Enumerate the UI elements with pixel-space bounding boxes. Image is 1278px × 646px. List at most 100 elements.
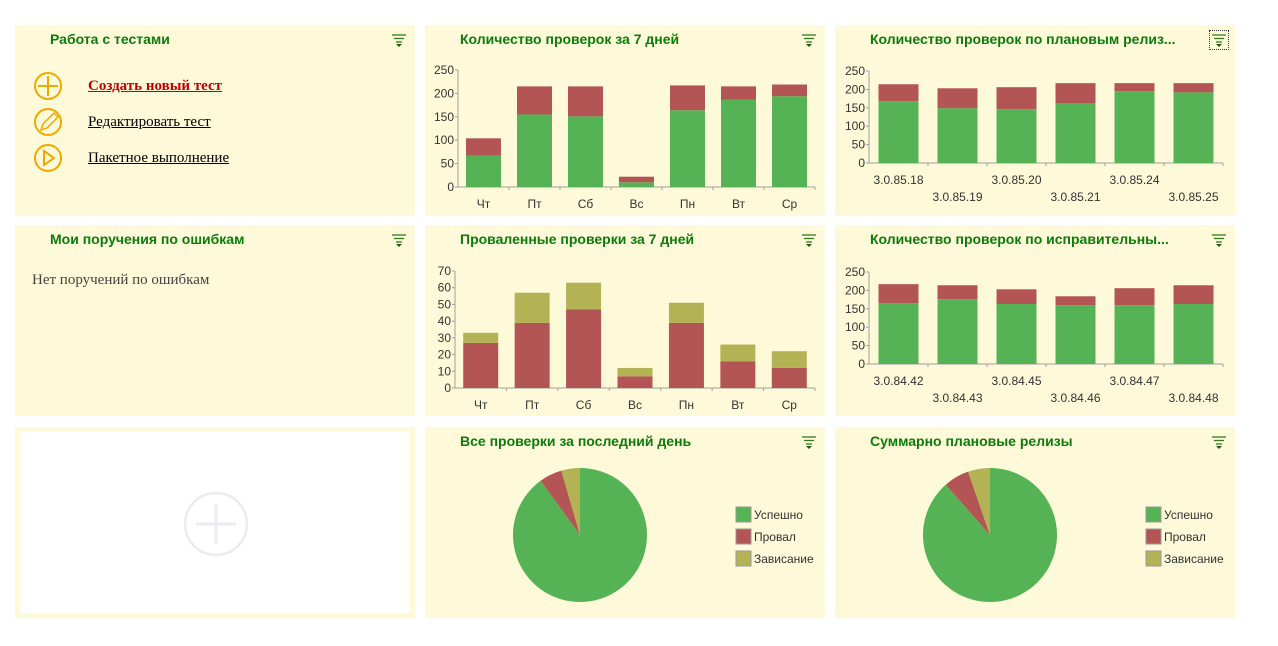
- y-tick-label: 0: [858, 357, 865, 371]
- plus-circle-icon[interactable]: [33, 71, 63, 101]
- y-tick-label: 200: [845, 283, 865, 297]
- add-widget-area[interactable]: [20, 432, 410, 613]
- bar-segment: [619, 176, 654, 183]
- panel-menu-icon[interactable]: [801, 434, 817, 450]
- x-tick-label: Пт: [525, 398, 540, 412]
- legend-swatch: [1145, 528, 1162, 545]
- x-tick-label: 3.0.85.21: [1050, 190, 1100, 204]
- panel-title: Мои поручения по ошибкам: [50, 231, 245, 247]
- bar-segment: [772, 96, 807, 187]
- bar-segment: [771, 367, 807, 388]
- bar-segment: [617, 376, 653, 388]
- edit-test-link[interactable]: Редактировать тест: [88, 114, 211, 130]
- pie-slice: [968, 468, 990, 535]
- legend-swatch: [735, 506, 752, 523]
- legend-swatch: [1145, 550, 1162, 567]
- bar-segment: [1114, 91, 1155, 163]
- x-tick-label: Пн: [680, 197, 695, 211]
- bar-segment: [617, 367, 653, 377]
- bar-segment: [517, 86, 552, 115]
- x-tick-label: Вс: [629, 197, 643, 211]
- bar-segment: [937, 108, 978, 163]
- bar-segment: [517, 114, 552, 187]
- panel-menu-icon[interactable]: [1211, 232, 1227, 248]
- play-circle-icon[interactable]: [33, 143, 63, 173]
- pie-chart-panel: Все проверки за последний день Успешно Про…: [425, 427, 825, 618]
- bugs-panel: Мои поручения по ошибкам Нет поручений п…: [15, 225, 415, 416]
- y-tick-label: 250: [434, 63, 454, 77]
- batch-run-link[interactable]: Пакетное выполнение: [88, 150, 230, 166]
- add-widget-icon[interactable]: [183, 491, 249, 557]
- y-tick-label: 50: [852, 138, 866, 152]
- bar-segment: [619, 182, 654, 187]
- x-tick-label: Ср: [782, 398, 798, 412]
- y-tick-label: 0: [858, 156, 865, 170]
- filter-menu-icon: [392, 34, 406, 47]
- bar-segment: [1173, 304, 1214, 364]
- panel-menu-icon[interactable]: [801, 32, 817, 48]
- chart-svg: Успешно Провал Зависание: [513, 468, 814, 602]
- bar-segment: [996, 87, 1037, 110]
- x-tick-label: Чт: [477, 197, 491, 211]
- legend-swatch: [1145, 506, 1162, 523]
- bar-segment: [720, 344, 756, 362]
- x-tick-label: 3.0.85.18: [873, 173, 923, 187]
- y-tick-label: 150: [845, 302, 865, 316]
- chart-svg: 0 10 20 30 40 50 60 70 Чт Пт Сб Вс Пн Вт Ср: [438, 264, 816, 412]
- bar-segment: [668, 302, 704, 323]
- bar-segment: [721, 86, 756, 100]
- pencil-circle-icon[interactable]: [33, 107, 63, 137]
- legend-swatch: [735, 528, 752, 545]
- create-test-link[interactable]: Создать новый тест: [88, 78, 223, 94]
- bar-segment: [996, 109, 1037, 163]
- x-tick-label: Вт: [732, 197, 746, 211]
- chart-svg: Успешно Провал Зависание: [923, 468, 1224, 602]
- y-tick-label: 100: [434, 133, 454, 147]
- add-widget-panel[interactable]: [15, 427, 415, 618]
- empty-message: Нет поручений по ошибкам: [32, 272, 210, 288]
- legend-label: Успешно: [754, 508, 803, 522]
- bar-segment: [996, 289, 1037, 305]
- legend-label: Провал: [754, 530, 796, 544]
- chart-title: Количество проверок по исправительны...: [870, 231, 1169, 247]
- bar-segment: [466, 138, 501, 156]
- pie-slice: [945, 471, 990, 535]
- y-tick-label: 250: [845, 265, 865, 279]
- x-tick-label: Вт: [731, 398, 745, 412]
- bar-segment: [1055, 296, 1096, 306]
- bar-segment: [566, 309, 602, 388]
- panel-menu-icon[interactable]: [1211, 434, 1227, 450]
- chart-title: Количество проверок за 7 дней: [460, 31, 680, 47]
- filter-menu-icon: [802, 234, 816, 247]
- bar-segment: [568, 86, 603, 117]
- bar-segment: [772, 84, 807, 97]
- x-tick-label: Пт: [527, 197, 542, 211]
- bar-chart-panel: Количество проверок по плановым релиз...…: [835, 25, 1235, 216]
- x-tick-label: 3.0.84.45: [991, 374, 1041, 388]
- y-tick-label: 40: [438, 314, 452, 328]
- legend-label: Провал: [1164, 530, 1206, 544]
- panel-menu-icon[interactable]: [391, 32, 407, 48]
- panel-menu-icon[interactable]: [1209, 30, 1229, 50]
- x-tick-label: 3.0.85.25: [1168, 190, 1218, 204]
- legend-swatch: [735, 550, 752, 567]
- bar-segment: [1055, 103, 1096, 163]
- bar-chart-panel: Проваленные проверки за 7 дней 0 10 20 30 40 5…: [425, 225, 825, 416]
- x-tick-label: Пн: [679, 398, 694, 412]
- x-tick-label: 3.0.84.48: [1168, 391, 1218, 405]
- bar-segment: [937, 285, 978, 300]
- y-tick-label: 70: [438, 264, 452, 278]
- panel-menu-icon[interactable]: [391, 232, 407, 248]
- x-tick-label: 3.0.84.47: [1109, 374, 1159, 388]
- bar-segment: [463, 332, 499, 343]
- x-tick-label: 3.0.84.46: [1050, 391, 1100, 405]
- y-tick-label: 200: [434, 86, 454, 100]
- x-tick-label: 3.0.84.42: [873, 374, 923, 388]
- bar-segment: [1055, 305, 1096, 364]
- x-tick-label: Вс: [628, 398, 642, 412]
- bar-segment: [463, 342, 499, 388]
- y-tick-label: 10: [438, 364, 452, 378]
- panel-menu-icon[interactable]: [801, 232, 817, 248]
- pie-chart-panel: Суммарно плановые релизы Успешно Провал Зав…: [835, 427, 1235, 618]
- bar-segment: [1114, 288, 1155, 306]
